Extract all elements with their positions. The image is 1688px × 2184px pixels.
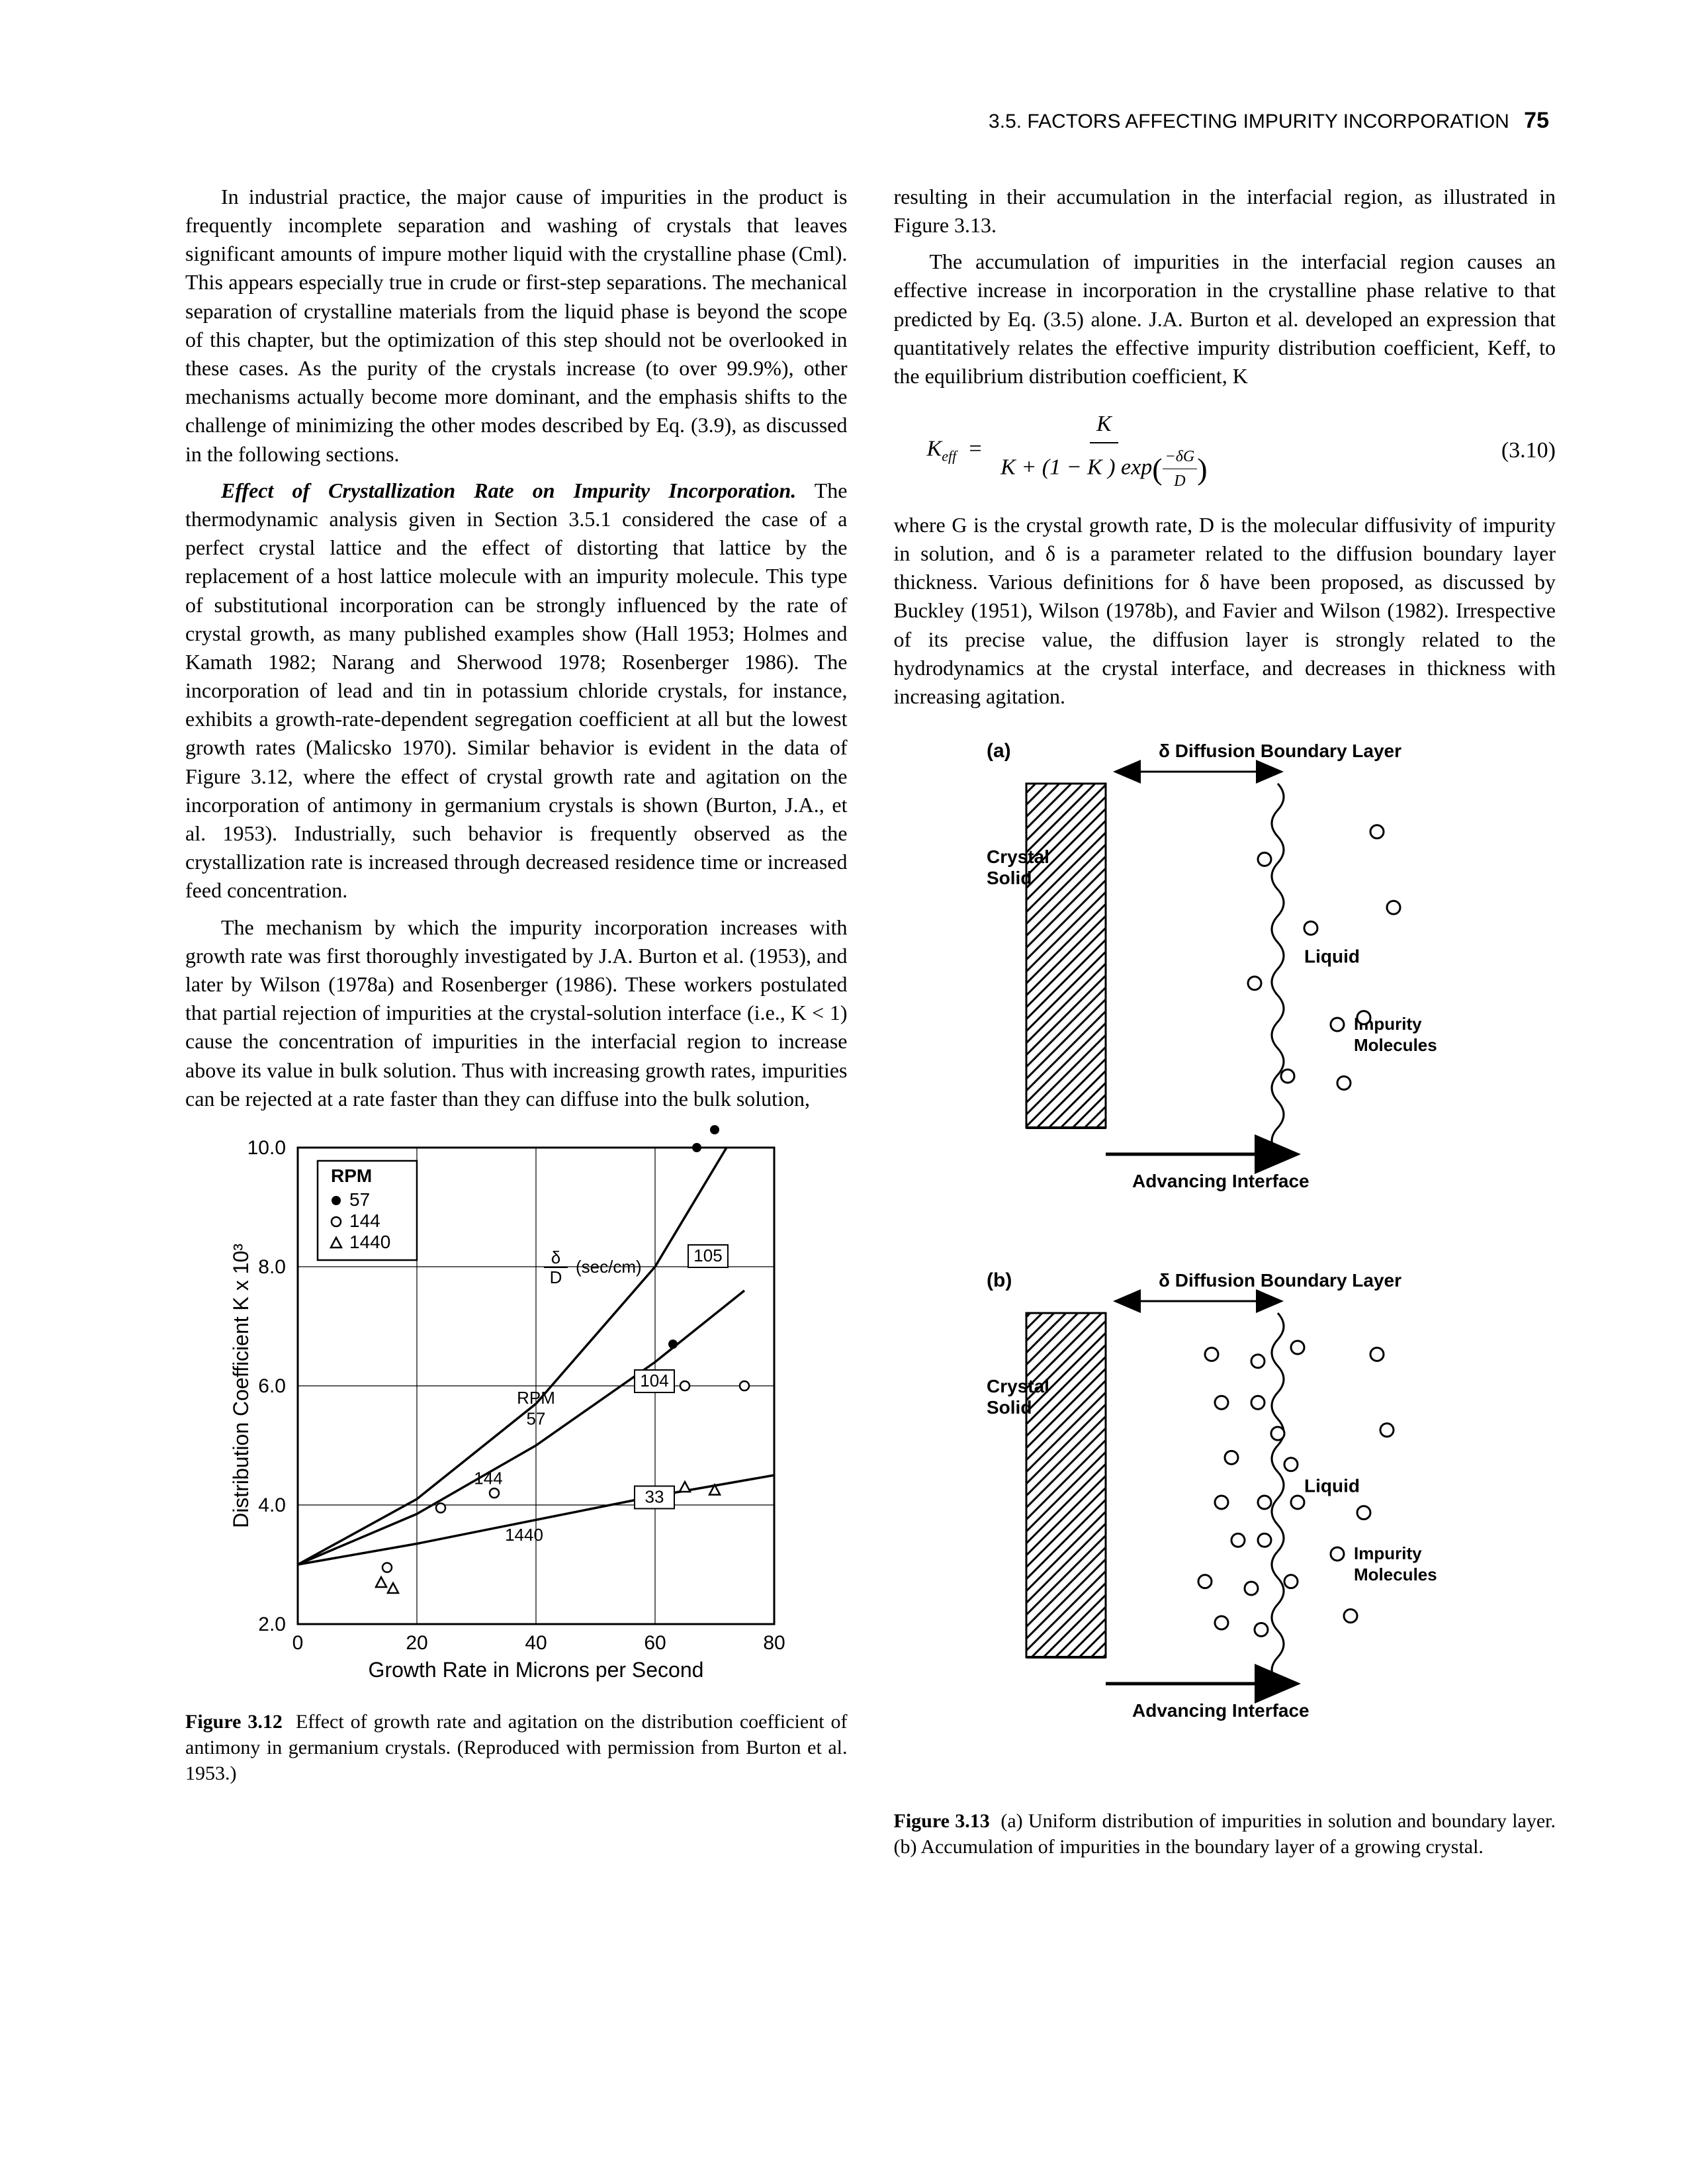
svg-text:RPM: RPM [517, 1388, 555, 1408]
figure-3-13: (a)δ Diffusion Boundary LayerCrystalSoli… [894, 737, 1556, 1860]
equation-number: (3.10) [1501, 435, 1556, 466]
svg-text:Crystal: Crystal [987, 846, 1049, 867]
para: The accumulation of impurities in the in… [894, 248, 1556, 390]
svg-text:57: 57 [349, 1189, 370, 1210]
svg-text:20: 20 [406, 1632, 427, 1654]
section-title: 3.5. FACTORS AFFECTING IMPURITY INCORPOR… [989, 111, 1509, 132]
svg-text:Solid: Solid [987, 868, 1032, 888]
svg-text:Molecules: Molecules [1354, 1565, 1437, 1584]
svg-text:40: 40 [525, 1632, 547, 1654]
svg-text:105: 105 [693, 1246, 722, 1265]
figure-caption: Figure 3.12 Effect of growth rate and ag… [185, 1709, 848, 1786]
subheading: Effect of Crystallization Rate on Impuri… [221, 478, 796, 502]
para: Effect of Crystallization Rate on Impuri… [185, 477, 848, 905]
svg-text:104: 104 [640, 1371, 668, 1390]
svg-text:Solid: Solid [987, 1397, 1032, 1418]
para-text: The thermodynamic analysis given in Sect… [185, 478, 848, 903]
svg-text:Advancing Interface: Advancing Interface [1132, 1171, 1310, 1191]
svg-text:Liquid: Liquid [1304, 946, 1360, 967]
svg-text:144: 144 [349, 1210, 380, 1231]
svg-text:δ Diffusion Boundary Layer: δ Diffusion Boundary Layer [1159, 1270, 1401, 1291]
svg-text:Impurity: Impurity [1354, 1543, 1422, 1563]
para: The mechanism by which the impurity inco… [185, 913, 848, 1113]
svg-text:10.0: 10.0 [247, 1137, 286, 1159]
svg-text:33: 33 [645, 1486, 664, 1506]
svg-text:2.0: 2.0 [258, 1614, 286, 1635]
right-column: resulting in their accumulation in the i… [894, 183, 1556, 1868]
svg-text:Growth Rate in Microns per Sec: Growth Rate in Microns per Second [369, 1658, 704, 1682]
para: In industrial practice, the major cause … [185, 183, 848, 469]
svg-text:(sec/cm): (sec/cm) [576, 1257, 642, 1277]
svg-text:8.0: 8.0 [258, 1256, 286, 1278]
page-number: 75 [1524, 108, 1549, 133]
svg-text:4.0: 4.0 [258, 1494, 286, 1516]
figure-number: Figure 3.13 [894, 1810, 990, 1832]
svg-text:Advancing Interface: Advancing Interface [1132, 1700, 1310, 1721]
left-column: In industrial practice, the major cause … [185, 183, 848, 1868]
equation-3-10: Keff = K K + (1 − K ) exp(−δGD) (3.10) [927, 409, 1556, 492]
svg-text:1440: 1440 [505, 1525, 543, 1545]
svg-text:Crystal: Crystal [987, 1376, 1049, 1396]
svg-text:D: D [550, 1267, 562, 1287]
svg-text:60: 60 [644, 1632, 666, 1654]
caption-text: Effect of growth rate and agitation on t… [185, 1711, 848, 1784]
svg-text:(a): (a) [987, 740, 1011, 762]
svg-text:Liquid: Liquid [1304, 1476, 1360, 1496]
chart-svg: 0 20 40 60 80 2.0 4.0 6.0 8.0 10.0 Growth Rate in … [225, 1121, 794, 1697]
svg-text:δ Diffusion Boundary Layer: δ Diffusion Boundary Layer [1159, 741, 1401, 761]
figure-number: Figure 3.12 [185, 1711, 283, 1733]
svg-text:δ: δ [551, 1248, 560, 1267]
svg-text:144: 144 [474, 1468, 502, 1488]
svg-text:Distribution Coefficient K x: Distribution Coefficient K x 10³ [229, 1244, 253, 1528]
svg-text:1440: 1440 [349, 1232, 390, 1252]
caption-text: (a) Uniform distribution of impurities i… [894, 1810, 1556, 1858]
para: where G is the crystal growth rate, D is… [894, 511, 1556, 711]
svg-text:80: 80 [763, 1632, 785, 1654]
para: resulting in their accumulation in the i… [894, 183, 1556, 240]
figure-caption: Figure 3.13 (a) Uniform distribution of … [894, 1808, 1556, 1860]
figure-3-12: 0 20 40 60 80 2.0 4.0 6.0 8.0 10.0 Growth Rate in … [185, 1121, 848, 1786]
diagram-svg: (a)δ Diffusion Boundary LayerCrystalSoli… [987, 737, 1489, 1796]
page-header: 3.5. FACTORS AFFECTING IMPURITY INCORPOR… [185, 106, 1556, 136]
svg-text:6.0: 6.0 [258, 1375, 286, 1397]
svg-text:57: 57 [527, 1408, 546, 1428]
svg-text:Molecules: Molecules [1354, 1035, 1437, 1055]
svg-text:RPM: RPM [331, 1165, 372, 1186]
svg-text:(b): (b) [987, 1269, 1012, 1291]
svg-text:0: 0 [292, 1632, 304, 1654]
